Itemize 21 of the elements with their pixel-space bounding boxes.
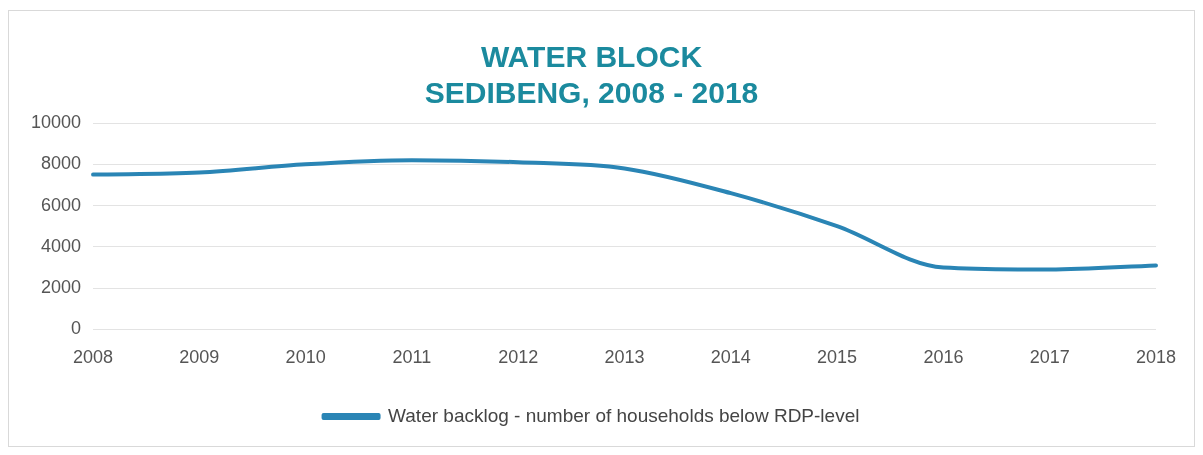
x-tick-label: 2015 <box>817 347 858 368</box>
y-tick-label: 10000 <box>30 111 82 132</box>
text: WATER BLOCK <box>480 40 703 74</box>
x-tick-label: 2018 <box>1135 347 1176 368</box>
x-tick-label: 2014 <box>710 347 751 368</box>
x-tick-label: 2013 <box>604 347 645 368</box>
legend-label: Water backlog - number of households below RDP-level <box>388 404 860 426</box>
x-tick-label: 2012 <box>498 347 539 368</box>
y-tick-label: 6000 <box>41 194 82 215</box>
x-tick-label: 2008 <box>73 347 114 368</box>
x-tick-label: 2017 <box>1029 347 1070 368</box>
y-tick-label: 0 <box>71 318 82 339</box>
y-tick-label: 8000 <box>41 153 82 174</box>
x-tick-label: 2009 <box>179 347 220 368</box>
y-tick-label: 4000 <box>41 235 82 256</box>
text: SEDIBENG, 2008 - 2018 <box>424 76 759 110</box>
y-tick-label: 2000 <box>41 277 82 298</box>
line-series <box>91 158 1158 272</box>
x-tick-label: 2016 <box>923 347 964 368</box>
x-tick-label: 2011 <box>392 347 432 368</box>
x-tick-label: 2010 <box>285 347 326 368</box>
